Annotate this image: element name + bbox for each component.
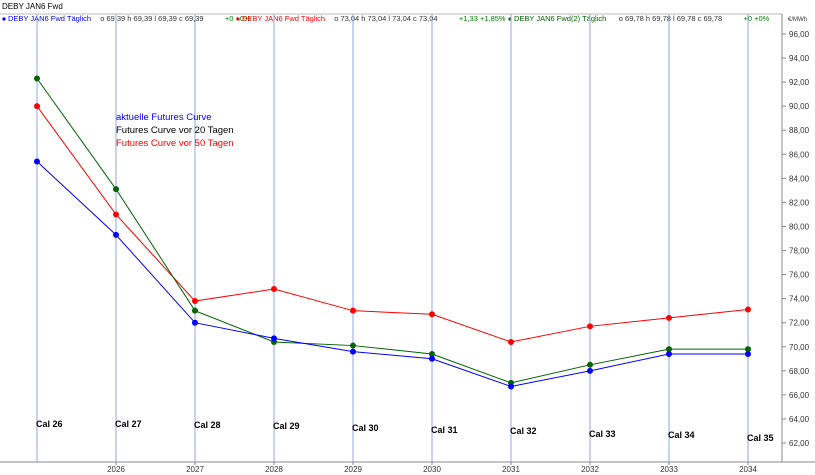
series-info-2: DEBY JAN6 Fwd Täglich o 73,04 h 73,04 l 7… [236, 14, 506, 23]
y-tick-label: 70,00 [789, 343, 810, 352]
data-point [508, 338, 514, 345]
y-tick-label: 88,00 [789, 126, 810, 135]
x-tick-label: 2034 [739, 465, 757, 474]
data-point [192, 307, 198, 314]
data-point [192, 319, 198, 326]
window-title: DEBY JAN6 Fwd [2, 2, 63, 11]
data-point [745, 306, 751, 313]
series-line-1 [36, 161, 748, 387]
data-point [429, 350, 435, 357]
vertical-grid [36, 14, 749, 462]
series-info-stats: o 69,78 h 69,78 l 69,78 c 69,78 [619, 14, 722, 23]
data-point [113, 231, 119, 238]
y-tick-label: 66,00 [789, 391, 810, 400]
y-tick-label: 78,00 [789, 247, 810, 256]
x-tick-label: 2031 [502, 465, 520, 474]
y-tick-label: 76,00 [789, 271, 810, 280]
series-marker-icon [2, 17, 6, 21]
x-tick-label: 2026 [107, 465, 125, 474]
data-point [350, 342, 356, 349]
y-tick-label: 72,00 [789, 319, 810, 328]
y-tick-label: 74,00 [789, 295, 810, 304]
data-point [34, 158, 40, 165]
x-tick-label: 2027 [186, 465, 204, 474]
data-point [508, 383, 514, 390]
category-label: Cal 34 [668, 430, 695, 440]
data-point [271, 286, 277, 293]
category-label: Cal 35 [747, 433, 774, 443]
y-tick-label: 94,00 [789, 54, 810, 63]
data-point [666, 346, 672, 353]
data-point [666, 314, 672, 321]
y-tick-label: 64,00 [789, 415, 810, 424]
category-label: Cal 30 [352, 423, 379, 433]
x-tick-label: 2029 [344, 465, 362, 474]
series-lines [34, 75, 751, 390]
category-label: Cal 26 [36, 419, 63, 429]
series-info-stats: o 69,39 h 69,39 l 69,39 c 69,39 [100, 14, 203, 23]
y-tick-label: 80,00 [789, 222, 810, 231]
category-labels: Cal 26 Cal 27 Cal 28 Cal 29 Cal 30 Cal 31 Cal … [36, 419, 774, 443]
series-info-name: DEBY JAN6 Fwd Täglich [8, 14, 91, 23]
category-label: Cal 28 [194, 420, 221, 430]
y-tick-label: 68,00 [789, 367, 810, 376]
data-point [192, 298, 198, 305]
y-tick-label: 82,00 [789, 198, 810, 207]
legend-entry: Futures Curve vor 20 Tagen [116, 125, 234, 136]
series-info-stats: o 73,04 h 73,04 l 73,04 c 73,04 [334, 14, 437, 23]
data-point [587, 323, 593, 330]
y-tick-label: 62,00 [789, 439, 810, 448]
y-tick-label: 84,00 [789, 174, 810, 183]
series-info-header: DEBY JAN6 Fwd Täglich o 69,39 h 69,39 l 6… [2, 14, 770, 23]
x-tick-label: 2032 [581, 465, 599, 474]
y-unit-label: €/MWh [788, 17, 807, 23]
legend-entry: Futures Curve vor 50 Tagen [116, 138, 234, 149]
data-point [429, 355, 435, 362]
data-point [350, 348, 356, 355]
data-point [745, 346, 751, 353]
legend: aktuelle Futures Curve Futures Curve vor … [116, 112, 234, 149]
x-tick-label: 2030 [423, 465, 441, 474]
series-info-change: +1,33 +1,85% [459, 14, 506, 23]
y-tick-label: 96,00 [789, 30, 810, 39]
category-label: Cal 33 [589, 429, 616, 439]
data-point [666, 350, 672, 357]
x-tick-label: 2028 [265, 465, 283, 474]
y-tick-label: 86,00 [789, 150, 810, 159]
data-point [745, 350, 751, 357]
series-marker-icon [236, 17, 240, 21]
category-label: Cal 29 [273, 421, 300, 431]
axes: €/MWh 96,00 94,00 92,00 90,00 88,00 86,00 84,00… [0, 13, 815, 474]
data-point [587, 367, 593, 374]
category-label: Cal 31 [431, 425, 458, 435]
data-point [113, 211, 119, 218]
legend-entry: aktuelle Futures Curve [116, 112, 212, 123]
category-label: Cal 32 [510, 426, 537, 436]
data-point [587, 361, 593, 368]
data-point [113, 186, 119, 193]
data-point [34, 103, 40, 110]
series-info-name: DEBY JAN6 Fwd(2) Täglich [514, 14, 606, 23]
data-point [429, 311, 435, 318]
data-point [350, 307, 356, 314]
data-point [34, 75, 40, 82]
y-tick-label: 92,00 [789, 78, 810, 87]
x-tick-label: 2033 [660, 465, 678, 474]
category-label: Cal 27 [115, 419, 142, 429]
data-point [271, 335, 277, 342]
series-line-3 [36, 105, 749, 343]
series-info-name: DEBY JAN6 Fwd Täglich [242, 14, 325, 23]
y-tick-label: 90,00 [789, 102, 810, 111]
series-info-change: +0 +0% [744, 14, 770, 23]
series-line-2 [36, 78, 748, 384]
